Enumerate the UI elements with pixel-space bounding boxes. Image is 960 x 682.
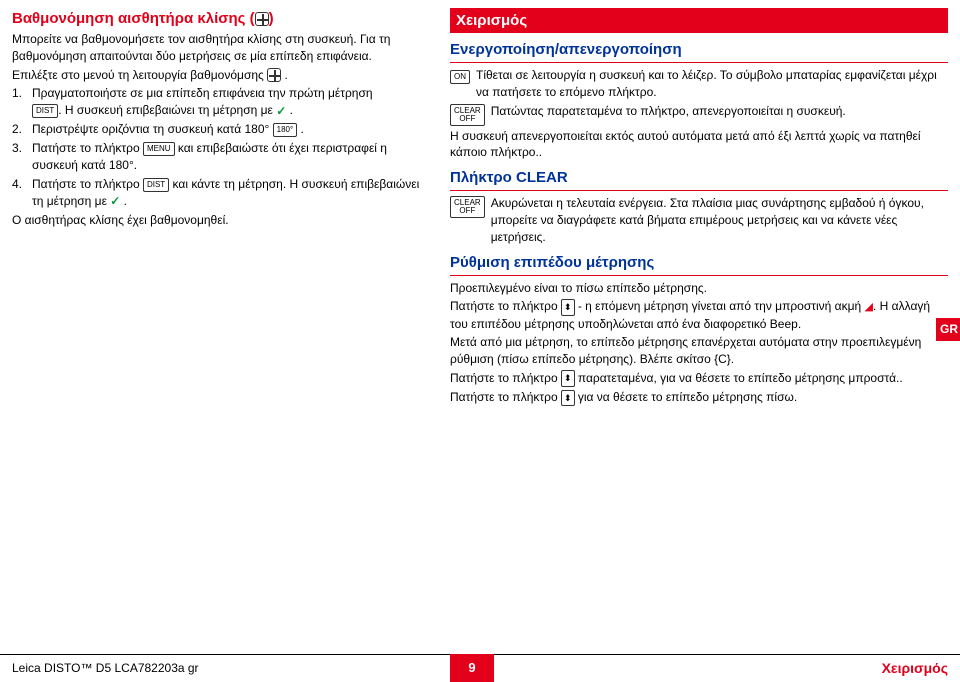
step-number-1: 1. <box>12 85 26 119</box>
ref-text-1: Προεπιλεγμένο είναι το πίσω επίπεδο μέτρ… <box>450 280 948 297</box>
calib-title-2: ) <box>269 10 274 27</box>
front-edge-icon: ◢ <box>865 300 873 315</box>
step1b: . Η συσκευή επιβεβαιώνει τη μέτρηση με <box>58 103 276 117</box>
footer-page-number: 9 <box>450 654 494 682</box>
dist-button-icon: DIST <box>143 178 169 192</box>
check-icon: ✓ <box>276 103 286 120</box>
step1-text: Πραγματοποιήστε σε μια επίπεδη επιφάνεια… <box>32 85 432 119</box>
clear-off-button-icon: CLEAR OFF <box>450 196 485 218</box>
on-button-icon: ON <box>450 70 470 84</box>
dist-button-icon: DIST <box>32 104 58 118</box>
check-icon: ✓ <box>110 193 120 210</box>
ref-text-2: Πατήστε το πλήκτρο ⬍ - η επόμενη μέτρηση… <box>450 298 948 332</box>
footer-model: Leica DISTO™ D5 LCA782203a gr <box>0 654 450 682</box>
calib-title-1: Βαθμονόμηση αισθητήρα κλίσης ( <box>12 10 255 27</box>
page-footer: Leica DISTO™ D5 LCA782203a gr 9 Χειρισμό… <box>0 654 960 682</box>
menu-button-icon: MENU <box>143 142 175 156</box>
calib-intro: Μπορείτε να βαθμονομήσετε τον αισθητήρα … <box>12 31 432 65</box>
clear-text: Ακυρώνεται η τελευταία ενέργεια. Στα πλα… <box>491 195 948 245</box>
step3-text: Πατήστε το πλήκτρο MENU και επιβεβαιώστε… <box>32 140 432 174</box>
reference-button-icon: ⬍ <box>561 370 575 387</box>
divider <box>450 62 948 63</box>
select-menu-text: Επιλέξτε στο μενού τη λειτουργία βαθμονό… <box>12 68 264 82</box>
language-tab: GR <box>936 318 960 341</box>
select-menu-line: Επιλέξτε στο μενού τη λειτουργία βαθμονό… <box>12 67 432 84</box>
ref4a: Πατήστε το πλήκτρο <box>450 371 561 385</box>
ref4b: παρατεταμένα, για να θέσετε το επίπεδο μ… <box>575 371 903 385</box>
reference-heading: Ρύθμιση επιπέδου μέτρησης <box>450 252 948 273</box>
operation-heading: Χειρισμός <box>450 8 948 33</box>
ref-text-5: Πατήστε το πλήκτρο ⬍ για να θέσετε το επ… <box>450 389 948 406</box>
calibration-icon <box>267 68 281 82</box>
step-number-4: 4. <box>12 176 26 210</box>
on-text: Τίθεται σε λειτουργία η συσκευή και το λ… <box>476 67 948 101</box>
ref5a: Πατήστε το πλήκτρο <box>450 390 561 404</box>
auto-off-text: Η συσκευή απενεργοποιείται εκτός αυτού α… <box>450 128 948 162</box>
ref-text-3: Μετά από μια μέτρηση, το επίπεδο μέτρηση… <box>450 334 948 368</box>
calibration-heading: Βαθμονόμηση αισθητήρα κλίσης () <box>12 8 432 29</box>
off-text: Πατώντας παρατεταμένα το πλήκτρο, απενερ… <box>491 103 948 126</box>
step2-text: Περιστρέψτε οριζόντια τη συσκευή κατά 18… <box>32 121 432 138</box>
ref2b: - η επόμενη μέτρηση γίνεται από την μπρο… <box>575 299 865 313</box>
divider <box>450 275 948 276</box>
onoff-heading: Ενεργοποίηση/απενεργοποίηση <box>450 39 948 60</box>
ref-text-4: Πατήστε το πλήκτρο ⬍ παρατεταμένα, για ν… <box>450 370 948 387</box>
step-number-3: 3. <box>12 140 26 174</box>
clear-heading: Πλήκτρο CLEAR <box>450 167 948 188</box>
divider <box>450 190 948 191</box>
calib-final: Ο αισθητήρας κλίσης έχει βαθμονομηθεί. <box>12 212 432 229</box>
step-number-2: 2. <box>12 121 26 138</box>
step4-text: Πατήστε το πλήκτρο DIST και κάντε τη μέτ… <box>32 176 432 210</box>
ref2a: Πατήστε το πλήκτρο <box>450 299 561 313</box>
step3a: Πατήστε το πλήκτρο <box>32 141 143 155</box>
step2: Περιστρέψτε οριζόντια τη συσκευή κατά 18… <box>32 122 273 136</box>
clear-off-button-icon: CLEAR OFF <box>450 104 485 126</box>
rotate-icon: 180° <box>273 123 298 137</box>
footer-section: Χειρισμός <box>494 654 960 682</box>
step1a: Πραγματοποιήστε σε μια επίπεδη επιφάνεια… <box>32 86 373 100</box>
ref5b: για να θέσετε το επίπεδο μέτρησης πίσω. <box>575 390 798 404</box>
reference-button-icon: ⬍ <box>561 299 575 316</box>
reference-button-icon: ⬍ <box>561 390 575 407</box>
calibration-icon <box>255 12 269 26</box>
step4a: Πατήστε το πλήκτρο <box>32 177 143 191</box>
